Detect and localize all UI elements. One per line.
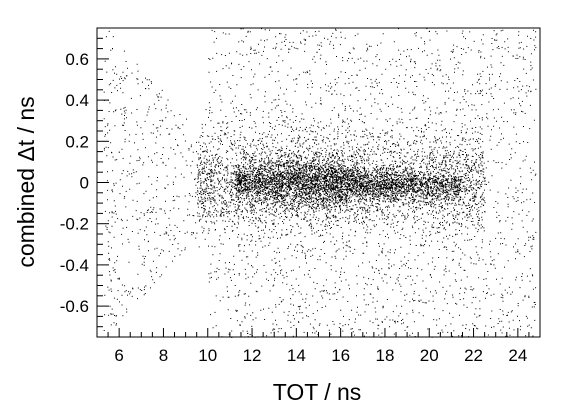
scatter-points: [103, 28, 537, 338]
x-tick-label: 22: [464, 346, 483, 365]
y-tick-label: 0: [80, 174, 89, 193]
x-axis-title: TOT / ns: [273, 379, 362, 405]
x-tick-label: 24: [508, 346, 527, 365]
y-tick-label: -0.6: [60, 297, 89, 316]
scatter-point-cloud: [103, 28, 537, 338]
y-tick-label: 0.4: [65, 91, 89, 110]
x-tick-label: 8: [159, 346, 168, 365]
x-tick-label: 20: [420, 346, 439, 365]
x-tick-label: 12: [243, 346, 262, 365]
x-tick-label: 16: [331, 346, 350, 365]
x-tick-label: 10: [198, 346, 217, 365]
x-tick-label: 6: [114, 346, 123, 365]
y-axis-title: combined Δt / ns: [13, 96, 39, 267]
y-axis: -0.6 -0.4 -0.2 0 0.2 0.4 0.6: [60, 37, 109, 338]
x-axis: 6 8 10 12 14 16 18 20 22 24: [107, 328, 530, 365]
y-tick-label: -0.2: [60, 215, 89, 234]
plot-frame: [96, 27, 541, 338]
x-tick-label: 18: [375, 346, 394, 365]
x-tick-label: 14: [287, 346, 306, 365]
y-tick-label: 0.2: [65, 132, 89, 151]
y-tick-label: 0.6: [65, 50, 89, 69]
y-tick-label: -0.4: [60, 256, 89, 275]
